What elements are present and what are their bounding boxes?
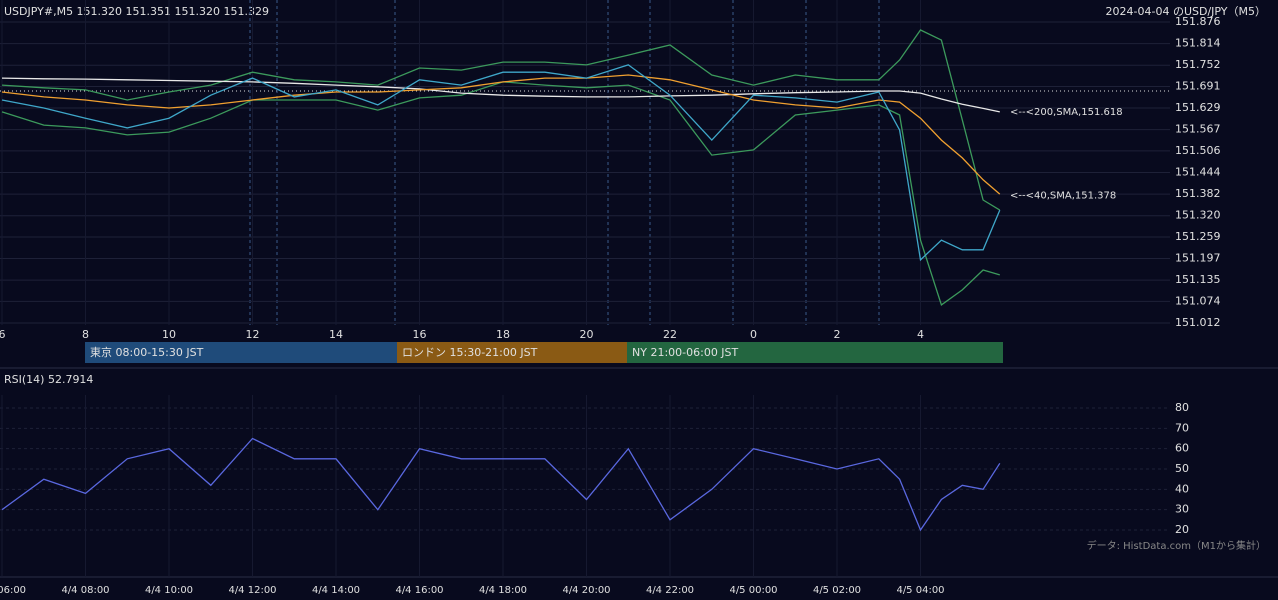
series-line bbox=[1, 29, 1001, 211]
annotation: <--<40,SMA,151.378 bbox=[1010, 190, 1116, 201]
y-tick-label: 151.876 bbox=[1175, 15, 1221, 28]
x-tick-label: 4/4 08:00 bbox=[61, 585, 109, 596]
y-tick-label: 151.259 bbox=[1175, 230, 1221, 243]
x-tick-label: 6 bbox=[0, 328, 6, 341]
x-tick-label: 4/4 06:00 bbox=[0, 585, 26, 596]
rsi-title: RSI(14) 52.7914 bbox=[4, 373, 93, 386]
session-bar bbox=[627, 342, 1003, 363]
x-tick-label: 4/5 00:00 bbox=[729, 585, 777, 596]
x-tick-label: 22 bbox=[663, 328, 677, 341]
source: データ: HistData.com（M1から集計） bbox=[1087, 539, 1266, 552]
x-tick-label: 4/5 04:00 bbox=[896, 585, 944, 596]
session-label: ロンドン 15:30-21:00 JST bbox=[402, 346, 538, 359]
session-label: 東京 08:00-15:30 JST bbox=[90, 345, 204, 359]
y-tick-label: 151.506 bbox=[1175, 144, 1221, 157]
y-tick-label: 151.444 bbox=[1175, 166, 1221, 179]
y-tick-label: 151.567 bbox=[1175, 123, 1221, 136]
x-tick-label: 4/4 10:00 bbox=[145, 585, 193, 596]
session-bar bbox=[397, 342, 627, 363]
x-tick-label: 18 bbox=[496, 328, 510, 341]
series-line bbox=[1, 81, 1000, 306]
series-line bbox=[1, 64, 1001, 262]
x-tick-label: 4/4 20:00 bbox=[562, 585, 610, 596]
y-tick-label: 151.752 bbox=[1175, 58, 1221, 71]
series-line bbox=[1, 437, 1001, 532]
x-tick-label: 8 bbox=[82, 328, 89, 341]
y-tick-label: 50 bbox=[1175, 462, 1189, 475]
y-tick-label: 151.629 bbox=[1175, 101, 1221, 114]
y-tick-label: 60 bbox=[1175, 442, 1189, 455]
y-tick-label: 40 bbox=[1175, 482, 1189, 495]
y-tick-label: 151.691 bbox=[1175, 79, 1221, 92]
x-tick-label: 4/4 12:00 bbox=[228, 585, 276, 596]
x-tick-label: 20 bbox=[580, 328, 594, 341]
y-tick-label: 151.197 bbox=[1175, 252, 1221, 265]
y-tick-label: 151.320 bbox=[1175, 209, 1221, 222]
x-tick-label: 10 bbox=[162, 328, 176, 341]
x-tick-label: 16 bbox=[413, 328, 427, 341]
x-tick-label: 4/4 22:00 bbox=[646, 585, 694, 596]
y-tick-label: 151.135 bbox=[1175, 273, 1221, 286]
x-tick-label: 0 bbox=[750, 328, 757, 341]
x-tick-label: 4/4 18:00 bbox=[479, 585, 527, 596]
y-tick-label: 151.074 bbox=[1175, 294, 1221, 307]
x-tick-label: 12 bbox=[246, 328, 260, 341]
chart-title: USDJPY#,M5 151.320 151.351 151.320 151.3… bbox=[4, 5, 269, 18]
x-tick-label: 4 bbox=[917, 328, 924, 341]
annotation: <--<200,SMA,151.618 bbox=[1010, 107, 1123, 118]
x-tick-label: 2 bbox=[834, 328, 841, 341]
x-tick-label: 4/4 16:00 bbox=[395, 585, 443, 596]
series-line bbox=[1, 77, 1000, 113]
y-tick-label: 70 bbox=[1175, 421, 1189, 434]
chart-subtitle: 2024-04-04 のUSD/JPY（M5） bbox=[1106, 5, 1266, 18]
y-tick-label: 30 bbox=[1175, 503, 1189, 516]
y-tick-label: 151.382 bbox=[1175, 187, 1221, 200]
session-label: NY 21:00-06:00 JST bbox=[632, 346, 739, 359]
session-bar bbox=[85, 342, 397, 363]
y-tick-label: 151.012 bbox=[1175, 316, 1221, 329]
x-tick-label: 14 bbox=[329, 328, 343, 341]
y-tick-label: 20 bbox=[1175, 523, 1189, 536]
y-tick-label: 80 bbox=[1175, 401, 1189, 414]
x-tick-label: 4/4 14:00 bbox=[312, 585, 360, 596]
x-tick-label: 4/5 02:00 bbox=[813, 585, 861, 596]
y-tick-label: 151.814 bbox=[1175, 37, 1221, 50]
